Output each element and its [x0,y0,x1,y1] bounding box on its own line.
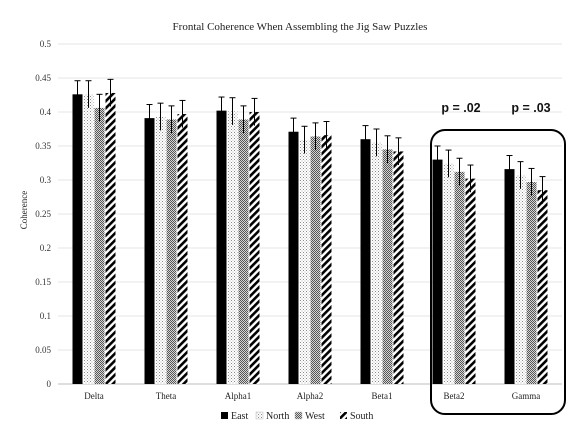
error-bars [74,78,546,204]
legend-item-north: North [255,411,289,422]
legend-swatch-north [255,411,264,420]
x-tick-label: Alpha2 [297,391,324,401]
bar-north-alpha2 [299,139,310,384]
y-tick-label: 0 [47,379,52,389]
bar-east-beta1 [360,139,371,384]
bar-west-theta [166,119,177,384]
error-bar-north-beta2 [445,149,452,178]
bar-east-delta [72,94,83,384]
bar-south-theta [177,114,188,384]
legend-swatch-east [221,412,228,419]
bar-west-alpha1 [238,119,249,384]
error-bar-north-theta [157,102,164,131]
bar-west-delta [94,107,105,385]
legend-item-east: East [221,411,248,422]
legend-swatch-south [340,412,347,419]
bar-south-gamma [537,190,548,384]
chart-title: Frontal Coherence When Assembling the Ji… [173,21,428,33]
legend-item-west: West [294,411,325,422]
y-tick-label: 0.3 [40,175,52,185]
y-axis-ticks: 0 0.05 0.1 0.15 0.2 0.25 0.3 0.35 0.4 0.45 0.5 [35,39,51,389]
error-bar-north-beta1 [373,128,380,157]
annotation-beta2: p = .02 [441,101,480,115]
y-tick-label: 0.2 [40,243,51,253]
bar-north-gamma [515,175,526,384]
gridlines [58,43,562,351]
error-bar-east-alpha1 [218,96,225,125]
y-tick-label: 0.5 [40,39,52,49]
error-bar-south-beta2 [467,164,474,193]
y-tick-label: 0.15 [35,277,51,287]
y-tick-label: 0.05 [35,345,51,355]
bar-north-beta1 [371,142,382,384]
bar-south-alpha1 [249,112,260,384]
x-tick-label: Gamma [512,391,541,401]
error-bar-east-gamma [506,155,513,183]
legend-label-west: West [305,411,325,422]
error-bar-north-delta [85,80,92,108]
legend-item-south: South [340,411,373,422]
error-bar-south-beta1 [395,137,402,166]
y-tick-label: 0.45 [35,73,51,83]
legend-label-south: South [350,411,373,422]
x-tick-label: Beta2 [444,391,465,401]
bar-north-delta [83,94,94,384]
bar-east-alpha2 [288,131,299,384]
bar-south-alpha2 [321,135,332,384]
error-bar-east-delta [74,80,81,108]
error-bar-north-gamma [517,161,524,189]
bar-east-beta2 [432,159,443,384]
error-bar-south-alpha2 [323,121,330,149]
bar-east-gamma [504,169,515,384]
error-bar-south-theta [179,99,186,128]
bar-west-alpha2 [310,136,321,384]
legend: East North West South [221,411,373,422]
legend-swatch-west [294,411,303,420]
bar-north-alpha1 [227,111,238,384]
error-bar-west-alpha2 [312,122,319,151]
bar-north-theta [155,116,166,384]
legend-label-east: East [231,411,248,422]
bar-east-theta [144,118,155,385]
bars [72,92,548,385]
y-tick-label: 0.1 [40,311,51,321]
error-bar-west-delta [96,93,103,122]
y-tick-label: 0.4 [40,107,52,117]
x-tick-label: Beta1 [372,391,393,401]
highlight-box [430,129,566,415]
x-tick-label: Delta [84,391,104,401]
bar-south-beta1 [393,151,404,384]
error-bar-east-theta [146,104,153,132]
error-bar-south-delta [107,78,114,107]
x-axis-ticks: Delta Theta Alpha1 Alpha2 Beta1 Beta2 Gamma [84,391,540,401]
error-bar-west-theta [168,105,175,134]
x-tick-label: Theta [156,391,177,401]
y-tick-label: 0.35 [35,141,51,151]
error-bar-north-alpha2 [301,125,308,154]
error-bar-east-beta1 [362,125,369,153]
bar-south-delta [105,92,116,385]
error-bar-south-gamma [539,176,546,204]
y-tick-label: 0.25 [35,209,51,219]
error-bar-north-alpha1 [229,97,236,125]
error-bar-west-gamma [528,167,535,196]
bar-west-gamma [526,182,537,384]
error-bar-south-alpha1 [251,97,258,126]
error-bar-west-beta1 [384,135,391,163]
bar-east-alpha1 [216,110,227,384]
bar-north-beta2 [443,163,454,384]
legend-label-north: North [266,411,289,422]
error-bar-east-alpha2 [290,117,297,146]
x-tick-label: Alpha1 [225,391,252,401]
bar-west-beta2 [454,171,465,384]
bar-west-beta1 [382,149,393,384]
annotation-gamma: p = .03 [511,101,550,115]
y-axis-label: Coherence [19,191,29,229]
error-bar-west-alpha1 [240,105,247,134]
error-bar-west-beta2 [456,157,463,186]
bar-south-beta2 [465,178,476,384]
error-bar-east-beta2 [434,145,441,174]
